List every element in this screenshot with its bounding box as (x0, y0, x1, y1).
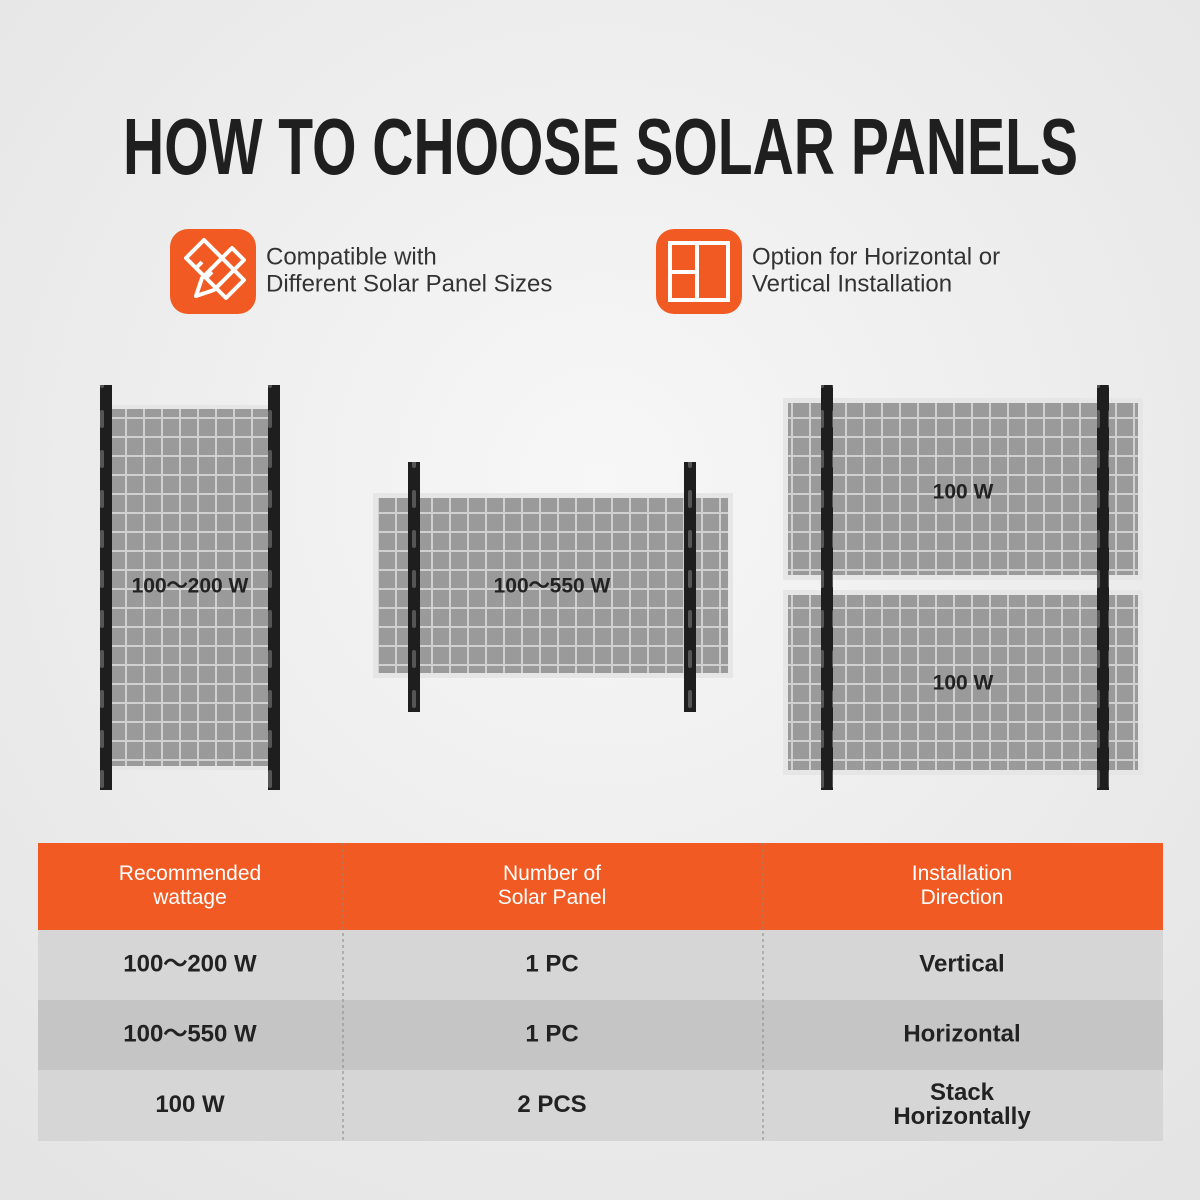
header-text: Recommended (119, 862, 261, 885)
header-text: Number of (503, 862, 601, 885)
header-text: Solar Panel (498, 886, 607, 909)
cell-text: Horizontal (903, 1020, 1020, 1047)
table-row (38, 930, 1163, 1000)
feature-icon (170, 229, 256, 314)
cell-text: 2 PCS (517, 1091, 586, 1118)
table-row (38, 1070, 1163, 1141)
cell-text: 100～550 W (123, 1020, 257, 1047)
solar-panel (783, 385, 1143, 790)
panel-label: 100～550 W (494, 575, 611, 598)
header-text: Installation (912, 862, 1012, 885)
title: HOW TO CHOOSE SOLAR PANELS (123, 102, 1078, 191)
cell-text: 100 W (155, 1091, 225, 1118)
feature-icon (656, 229, 742, 314)
cell-text: 100～200 W (123, 950, 257, 977)
header-text: wattage (152, 886, 227, 909)
feature-text: Option for Horizontal or (752, 243, 1000, 270)
table-row (38, 1000, 1163, 1070)
panel-label: 100 W (933, 672, 994, 695)
panel-label: 100 W (933, 481, 994, 504)
header-text: Direction (921, 886, 1004, 909)
cell-text: Horizontally (893, 1103, 1031, 1130)
feature-text: Vertical Installation (752, 270, 952, 297)
table-header (38, 843, 1163, 930)
cell-text: 1 PC (525, 950, 578, 977)
solar-panel (100, 385, 280, 790)
cell-text: 1 PC (525, 1020, 578, 1047)
panel-label: 100～200 W (132, 575, 249, 598)
cell-text: Stack (930, 1079, 995, 1106)
solar-panel (373, 462, 733, 712)
cell-text: Vertical (919, 950, 1004, 977)
feature-text: Compatible with (266, 243, 437, 270)
feature-text: Different Solar Panel Sizes (266, 270, 552, 297)
